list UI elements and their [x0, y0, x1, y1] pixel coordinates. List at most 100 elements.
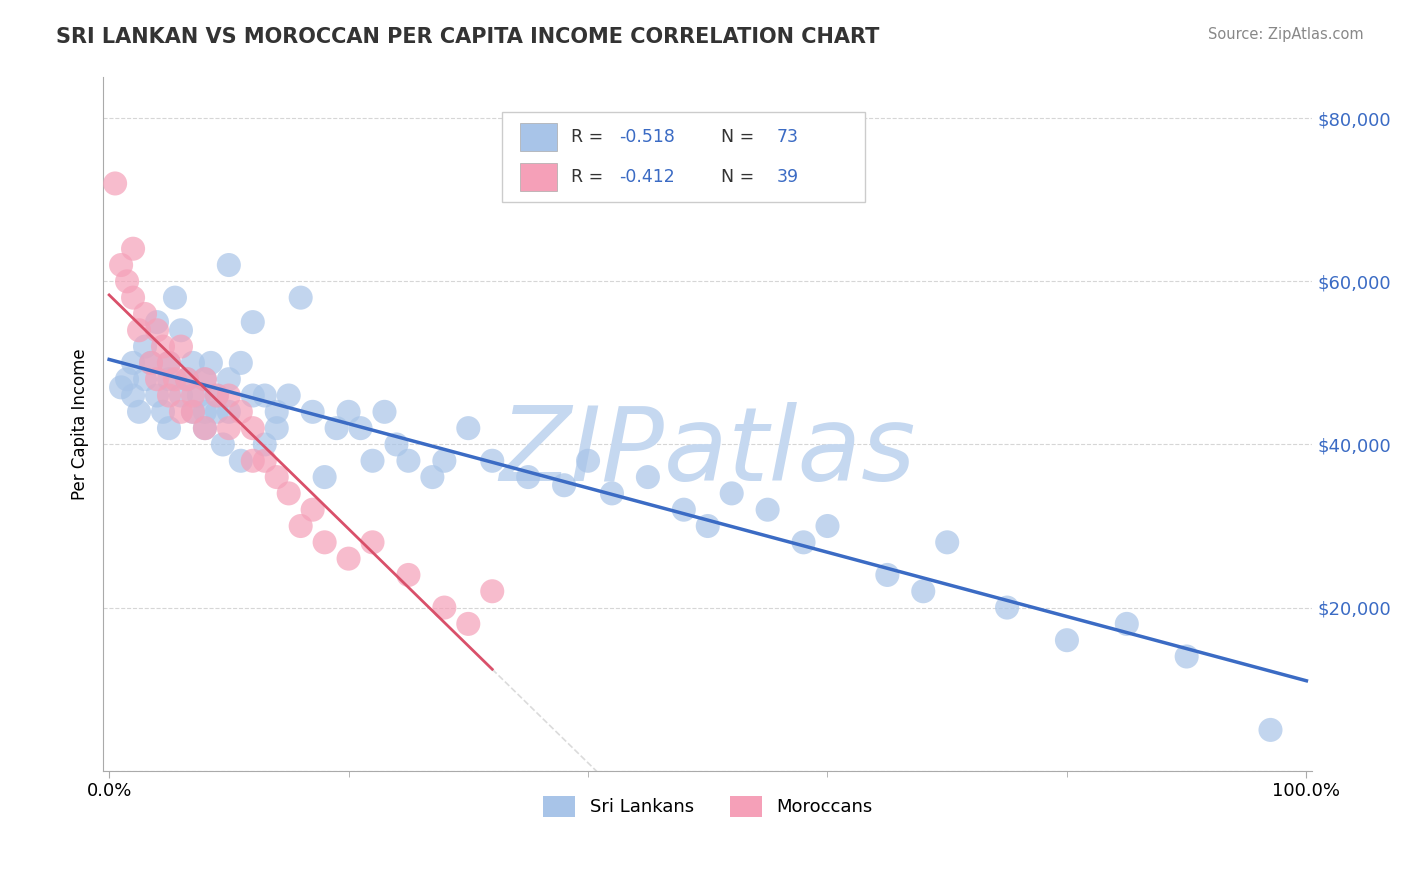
Point — [205, 388, 228, 402]
Point — [576, 454, 599, 468]
Point — [720, 486, 742, 500]
Point — [242, 315, 264, 329]
Point — [152, 340, 174, 354]
Point — [104, 177, 127, 191]
Point — [122, 388, 145, 402]
Point — [277, 388, 299, 402]
Point — [146, 323, 169, 337]
Point — [817, 519, 839, 533]
Point — [422, 470, 444, 484]
Point — [253, 437, 276, 451]
Bar — [520, 123, 557, 151]
Point — [122, 291, 145, 305]
Point — [337, 405, 360, 419]
Point — [128, 323, 150, 337]
Point — [637, 470, 659, 484]
Point — [157, 356, 180, 370]
Point — [266, 421, 288, 435]
Point — [139, 356, 162, 370]
Point — [481, 454, 503, 468]
Point — [793, 535, 815, 549]
Point — [170, 388, 193, 402]
Point — [457, 421, 479, 435]
Point — [229, 454, 252, 468]
Point — [385, 437, 408, 451]
Text: -0.412: -0.412 — [620, 168, 675, 186]
Point — [187, 388, 209, 402]
Text: R =: R = — [571, 128, 609, 146]
Text: Source: ZipAtlas.com: Source: ZipAtlas.com — [1208, 27, 1364, 42]
Point — [194, 372, 217, 386]
Point — [134, 340, 156, 354]
Point — [157, 372, 180, 386]
Point — [200, 356, 222, 370]
Point — [194, 405, 217, 419]
Point — [170, 323, 193, 337]
Point — [218, 258, 240, 272]
Point — [912, 584, 935, 599]
Point — [181, 405, 204, 419]
Y-axis label: Per Capita Income: Per Capita Income — [72, 348, 89, 500]
Point — [128, 405, 150, 419]
Point — [301, 502, 323, 516]
Point — [337, 551, 360, 566]
Point — [134, 307, 156, 321]
Point — [756, 502, 779, 516]
Point — [229, 405, 252, 419]
Point — [176, 372, 198, 386]
Point — [349, 421, 371, 435]
Point — [517, 470, 540, 484]
Point — [553, 478, 575, 492]
Point — [194, 372, 217, 386]
Point — [218, 372, 240, 386]
Point — [146, 315, 169, 329]
Point — [157, 388, 180, 402]
Point — [396, 568, 419, 582]
Point — [205, 405, 228, 419]
Point — [122, 242, 145, 256]
Point — [277, 486, 299, 500]
Point — [181, 356, 204, 370]
Text: 73: 73 — [776, 128, 799, 146]
Point — [163, 291, 186, 305]
Point — [242, 421, 264, 435]
Point — [194, 421, 217, 435]
Point — [266, 470, 288, 484]
Point — [229, 356, 252, 370]
Point — [672, 502, 695, 516]
Point — [205, 388, 228, 402]
Point — [936, 535, 959, 549]
Point — [290, 291, 312, 305]
Point — [218, 405, 240, 419]
Point — [361, 535, 384, 549]
Point — [218, 388, 240, 402]
Point — [433, 454, 456, 468]
FancyBboxPatch shape — [502, 112, 865, 202]
Point — [253, 454, 276, 468]
Point — [1056, 633, 1078, 648]
Point — [110, 258, 132, 272]
Point — [110, 380, 132, 394]
Point — [115, 274, 138, 288]
Point — [194, 421, 217, 435]
Point — [600, 486, 623, 500]
Legend: Sri Lankans, Moroccans: Sri Lankans, Moroccans — [536, 789, 880, 824]
Point — [266, 405, 288, 419]
Text: -0.518: -0.518 — [620, 128, 675, 146]
Point — [242, 454, 264, 468]
Point — [290, 519, 312, 533]
Point — [1260, 723, 1282, 737]
Point — [995, 600, 1018, 615]
Point — [876, 568, 898, 582]
Point — [170, 340, 193, 354]
Point — [218, 421, 240, 435]
Text: N =: N = — [710, 168, 759, 186]
Point — [301, 405, 323, 419]
Point — [139, 356, 162, 370]
Point — [373, 405, 395, 419]
Point — [361, 454, 384, 468]
Point — [176, 372, 198, 386]
Point — [146, 388, 169, 402]
Point — [314, 535, 336, 549]
Point — [242, 388, 264, 402]
